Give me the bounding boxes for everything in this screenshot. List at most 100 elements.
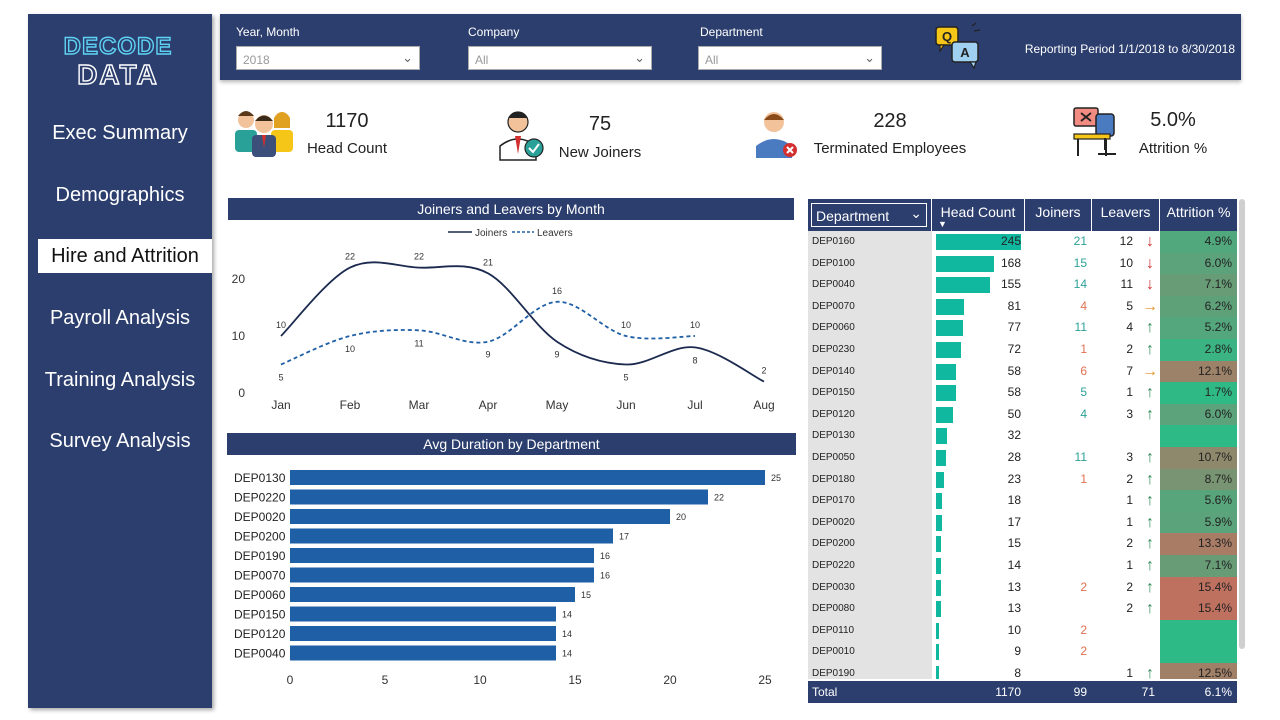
table-row[interactable]: DEP0040 155 14 11 ↓ 7.1% bbox=[808, 274, 1237, 296]
table-row[interactable]: DEP0020 17 1 ↑ 5.9% bbox=[808, 511, 1237, 534]
x-tick-label: 25 bbox=[758, 673, 772, 687]
table-row[interactable]: DEP0070 81 4 5 → 6.2% bbox=[808, 295, 1237, 318]
cell-department: DEP0060 bbox=[808, 317, 932, 339]
head-count-bar bbox=[936, 385, 957, 402]
head-count-value: 245 bbox=[1000, 234, 1021, 248]
table-row[interactable]: DEP0110 10 2 bbox=[808, 619, 1237, 642]
qa-icon[interactable]: Q A bbox=[932, 22, 984, 72]
arrow-right-icon: → bbox=[1142, 297, 1158, 315]
x-tick-label: 5 bbox=[382, 673, 389, 687]
cell-attrition: 12.5% bbox=[1160, 663, 1237, 679]
head-count-value: 58 bbox=[1007, 385, 1021, 400]
head-count-bar bbox=[936, 428, 948, 445]
nav-training-analysis[interactable]: Training Analysis bbox=[44, 369, 196, 391]
bar-category-label: DEP0220 bbox=[234, 491, 286, 505]
bar-category-label: DEP0120 bbox=[234, 627, 286, 641]
arrow-up-icon: ↑ bbox=[1146, 405, 1154, 423]
joiners-column-header[interactable]: Joiners bbox=[1025, 199, 1092, 231]
cell-joiners: 1 bbox=[1080, 471, 1087, 486]
head-count-value: 50 bbox=[1007, 406, 1021, 421]
nav-demographics[interactable]: Demographics bbox=[55, 184, 185, 206]
cell-attrition: 5.9% bbox=[1160, 511, 1237, 534]
empty-chair-icon bbox=[1073, 107, 1116, 156]
head-count-value: 168 bbox=[1000, 255, 1021, 270]
table-row[interactable]: DEP0160 245 21 12 ↓ 4.9% bbox=[808, 231, 1237, 253]
table-row[interactable]: DEP0010 9 2 bbox=[808, 641, 1237, 663]
head-count-bar bbox=[936, 255, 995, 272]
table-row[interactable]: DEP0120 50 4 3 ↑ 6.0% bbox=[808, 403, 1237, 426]
head-count-value: 15 bbox=[1007, 536, 1021, 551]
table-row[interactable]: DEP0130 32 bbox=[808, 425, 1237, 447]
new-joiners-value: 75 bbox=[588, 113, 612, 135]
table-row[interactable]: DEP0230 72 1 2 ↑ 2.8% bbox=[808, 339, 1237, 361]
head-count-column-header[interactable]: Head Count ▼ bbox=[932, 199, 1025, 231]
head-count-bar bbox=[936, 277, 990, 294]
cell-attrition: 6.0% bbox=[1160, 403, 1237, 426]
cell-department: DEP0180 bbox=[808, 468, 932, 491]
head-count-value: 10 bbox=[1007, 622, 1021, 637]
nav-payroll-analysis[interactable]: Payroll Analysis bbox=[49, 307, 191, 329]
department-dropdown[interactable]: All ⌄ bbox=[698, 46, 882, 70]
cell-attrition bbox=[1160, 425, 1237, 447]
bar-category-label: DEP0060 bbox=[234, 588, 286, 602]
bar-category-label: DEP0200 bbox=[234, 530, 286, 544]
data-label: 10 bbox=[621, 320, 631, 330]
nav-survey-analysis[interactable]: Survey Analysis bbox=[49, 430, 191, 452]
x-tick-label: Feb bbox=[340, 398, 361, 412]
sidebar: DECODE DATA Exec Summary Demographics Hi… bbox=[28, 14, 212, 708]
head-count-bar bbox=[936, 234, 1021, 250]
table-row[interactable]: DEP0100 168 15 10 ↓ 6.0% bbox=[808, 252, 1237, 275]
head-count-bar bbox=[936, 622, 940, 639]
cell-department: DEP0110 bbox=[808, 619, 932, 642]
cell-department: DEP0120 bbox=[808, 403, 932, 426]
table-row[interactable]: DEP0030 13 2 2 ↑ 15.4% bbox=[808, 576, 1237, 599]
head-count-bar bbox=[936, 493, 943, 510]
head-count-bar bbox=[936, 579, 941, 596]
cell-joiners: 2 bbox=[1080, 579, 1087, 594]
department-column-header[interactable]: Department ⌄ bbox=[808, 199, 932, 231]
table-row[interactable]: DEP0200 15 2 ↑ 13.3% bbox=[808, 533, 1237, 555]
arrow-up-icon: ↑ bbox=[1146, 600, 1154, 618]
table-row[interactable]: DEP0050 28 11 3 ↑ 10.7% bbox=[808, 447, 1237, 469]
cell-attrition: 12.1% bbox=[1160, 360, 1237, 383]
head-count-value: 14 bbox=[1007, 558, 1021, 572]
legend-leavers-label: Leavers bbox=[537, 228, 573, 239]
table-row[interactable]: DEP0140 58 6 7 → 12.1% bbox=[808, 360, 1237, 383]
leavers-column-header[interactable]: Leavers bbox=[1092, 199, 1160, 231]
table-scrollbar[interactable] bbox=[1239, 199, 1245, 649]
bar bbox=[290, 645, 556, 661]
cell-leavers: 2 bbox=[1126, 342, 1133, 356]
head-count-bar bbox=[936, 558, 941, 574]
head-count-bar bbox=[936, 644, 940, 661]
attrition-column-header[interactable]: Attrition % bbox=[1166, 204, 1231, 220]
logo-line2: DATA bbox=[77, 59, 159, 88]
table-row[interactable]: DEP0220 14 1 ↑ 7.1% bbox=[808, 555, 1237, 577]
data-label: 11 bbox=[414, 338, 423, 348]
table-row[interactable]: DEP0180 23 1 2 ↑ 8.7% bbox=[808, 468, 1237, 491]
arrow-up-icon: ↑ bbox=[1146, 535, 1154, 553]
nav-exec-summary[interactable]: Exec Summary bbox=[52, 122, 188, 144]
table-row[interactable]: DEP0060 77 11 4 ↑ 5.2% bbox=[808, 317, 1237, 339]
year-month-dropdown[interactable]: 2018 ⌄ bbox=[236, 46, 420, 70]
cell-leavers: 5 bbox=[1126, 298, 1133, 313]
table-row[interactable]: DEP0170 18 1 ↑ 5.6% bbox=[808, 490, 1237, 512]
company-dropdown[interactable]: All ⌄ bbox=[468, 46, 652, 70]
bar-data-label: 20 bbox=[676, 512, 686, 522]
cell-head-count: 9 bbox=[932, 641, 1025, 663]
cell-joiners bbox=[1025, 598, 1092, 620]
arrow-down-icon: ↓ bbox=[1146, 254, 1154, 272]
total-joiners: 99 bbox=[1073, 685, 1087, 699]
cell-attrition: 1.7% bbox=[1160, 382, 1237, 404]
table-row[interactable]: DEP0190 8 1 ↑ 12.5% bbox=[808, 663, 1237, 679]
company-value: All bbox=[475, 53, 489, 67]
cell-department: DEP0130 bbox=[808, 425, 932, 447]
data-label: 10 bbox=[690, 320, 700, 330]
bar bbox=[290, 528, 613, 544]
arrow-empty bbox=[1140, 641, 1160, 663]
nav-hire-and-attrition[interactable]: Hire and Attrition bbox=[38, 239, 212, 273]
department-header-dropdown[interactable]: Department ⌄ bbox=[811, 203, 927, 227]
table-row[interactable]: DEP0150 58 5 1 ↑ 1.7% bbox=[808, 382, 1237, 404]
table-row[interactable]: DEP0080 13 2 ↑ 15.4% bbox=[808, 598, 1237, 620]
cell-leavers: 10 bbox=[1119, 255, 1133, 270]
head-count-value: 77 bbox=[1007, 320, 1021, 335]
